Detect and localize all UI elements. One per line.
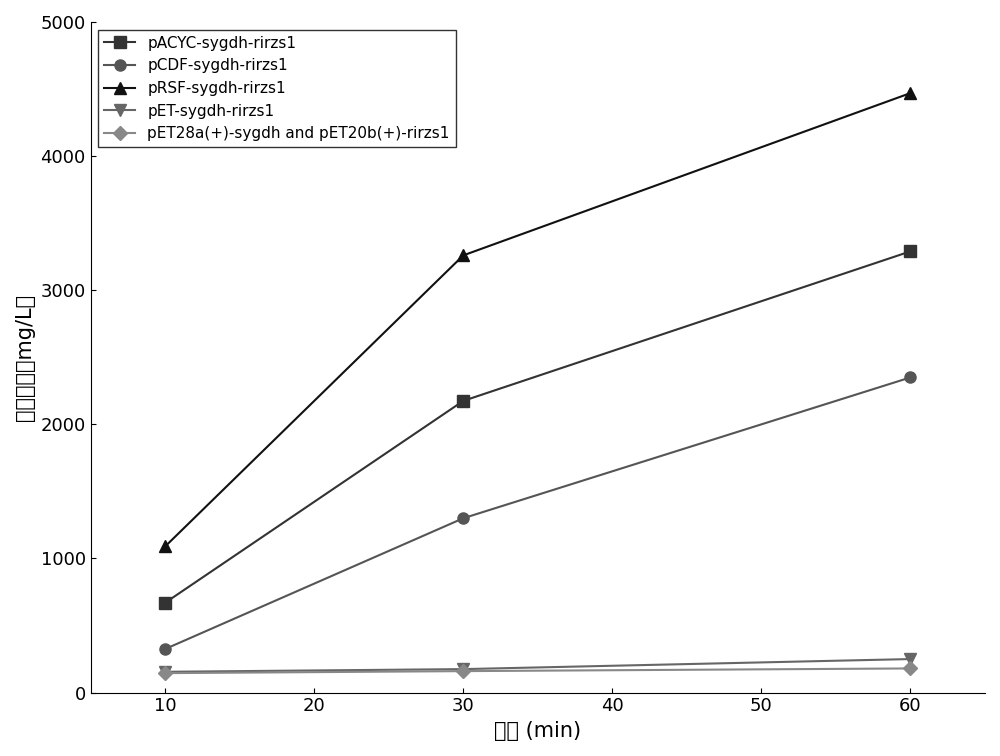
Line: pACYC-sygdh-rirzs1: pACYC-sygdh-rirzs1 [160, 246, 916, 609]
pRSF-sygdh-rirzs1 [904, 88, 916, 98]
pCDF-sygdh-rirzs1 [457, 513, 469, 522]
pRSF-sygdh-rirzs1 [159, 542, 171, 551]
Legend: pACYC-sygdh-rirzs1, pCDF-sygdh-rirzs1, pRSF-sygdh-rirzs1, pET-sygdh-rirzs1, pET2: pACYC-sygdh-rirzs1, pCDF-sygdh-rirzs1, p… [98, 29, 456, 147]
pACYC-sygdh-rirzs1 [159, 598, 171, 607]
pACYC-sygdh-rirzs1 [457, 396, 469, 405]
Line: pET-sygdh-rirzs1: pET-sygdh-rirzs1 [159, 652, 917, 678]
pET28a(+)-sygdh and pET20b(+)-rirzs1 [159, 668, 171, 677]
Line: pCDF-sygdh-rirzs1: pCDF-sygdh-rirzs1 [160, 372, 916, 655]
pET-sygdh-rirzs1 [904, 655, 916, 664]
pRSF-sygdh-rirzs1 [457, 251, 469, 260]
pACYC-sygdh-rirzs1 [904, 246, 916, 256]
pCDF-sygdh-rirzs1 [159, 644, 171, 653]
pET-sygdh-rirzs1 [159, 668, 171, 677]
X-axis label: 时间 (min): 时间 (min) [494, 721, 581, 741]
pET28a(+)-sygdh and pET20b(+)-rirzs1 [457, 667, 469, 676]
Y-axis label: 覆盆子酮（mg/L）: 覆盆子酮（mg/L） [15, 294, 35, 421]
pET28a(+)-sygdh and pET20b(+)-rirzs1 [904, 664, 916, 673]
pET-sygdh-rirzs1 [457, 665, 469, 674]
Line: pRSF-sygdh-rirzs1: pRSF-sygdh-rirzs1 [159, 87, 917, 553]
pCDF-sygdh-rirzs1 [904, 373, 916, 382]
Line: pET28a(+)-sygdh and pET20b(+)-rirzs1: pET28a(+)-sygdh and pET20b(+)-rirzs1 [160, 664, 915, 678]
